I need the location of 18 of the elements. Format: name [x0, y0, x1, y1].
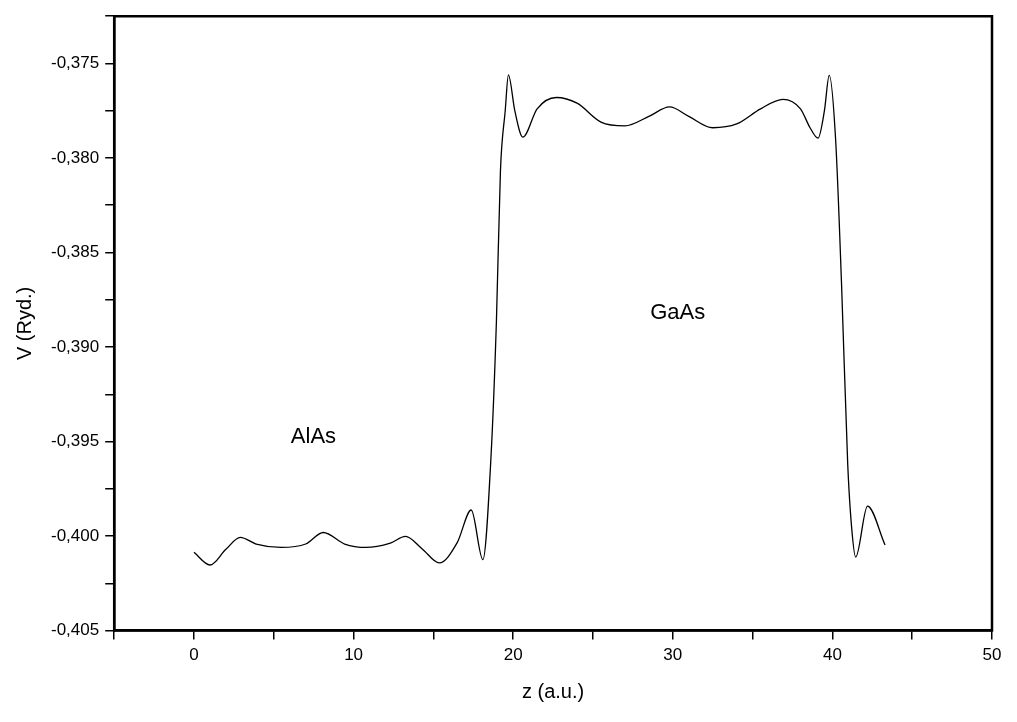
y-tick-label: -0,390 — [51, 336, 100, 356]
line-series — [193, 74, 886, 566]
annotation: GaAs — [650, 299, 706, 325]
x-tick-label: 10 — [344, 645, 364, 665]
y-tick-label: -0,375 — [51, 53, 100, 73]
y-tick-label: -0,395 — [51, 431, 100, 451]
y-tick-label: -0,380 — [51, 147, 100, 167]
x-axis-title: z (a.u.) — [521, 679, 585, 702]
y-tick-label: -0,385 — [51, 242, 100, 262]
y-tick-label: -0,405 — [51, 620, 100, 640]
x-tick-label: 30 — [663, 645, 683, 665]
x-tick-label: 40 — [822, 645, 842, 665]
annotation: AlAs — [290, 423, 337, 449]
y-axis-title: V (Ryd.) — [12, 286, 35, 361]
x-tick-label: 20 — [503, 645, 523, 665]
y-tick-label: -0,400 — [51, 525, 100, 545]
x-tick-label: 0 — [189, 645, 199, 665]
x-tick-label: 50 — [982, 645, 1002, 665]
